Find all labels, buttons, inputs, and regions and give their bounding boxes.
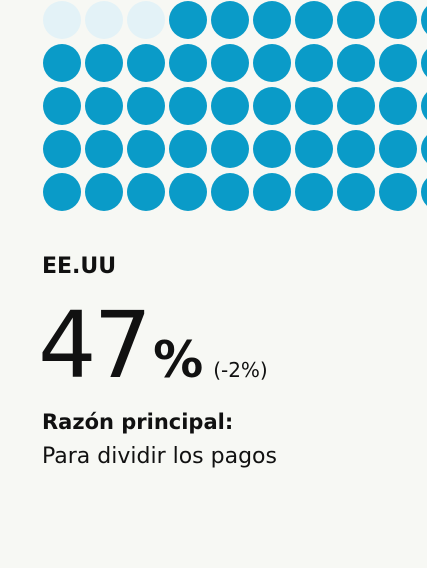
filled-dot — [211, 1, 249, 39]
filled-dot — [337, 1, 375, 39]
filled-dot — [85, 173, 123, 211]
filled-dot — [253, 173, 291, 211]
filled-dot — [127, 87, 165, 125]
filled-dot — [211, 130, 249, 168]
filled-dot — [169, 87, 207, 125]
change: (-2%) — [213, 358, 268, 382]
filled-dot — [421, 49, 427, 77]
reason: Para dividir los pagos — [42, 444, 277, 469]
filled-dot — [253, 44, 291, 82]
filled-dot — [295, 44, 333, 82]
filled-dot — [85, 87, 123, 125]
filled-dot — [85, 44, 123, 82]
filled-dot — [337, 173, 375, 211]
filled-dot — [253, 130, 291, 168]
headline: 47% (-2%) — [38, 300, 268, 392]
filled-dot — [85, 130, 123, 168]
filled-dot — [169, 44, 207, 82]
filled-dot — [295, 173, 333, 211]
filled-dot — [253, 87, 291, 125]
filled-dot — [127, 173, 165, 211]
filled-dot — [253, 1, 291, 39]
filled-dot — [379, 87, 417, 125]
filled-dot — [295, 130, 333, 168]
filled-dot — [43, 130, 81, 168]
filled-dot — [421, 178, 427, 206]
filled-dot — [379, 130, 417, 168]
filled-dot — [379, 1, 417, 39]
filled-dot — [337, 87, 375, 125]
filled-dot — [379, 173, 417, 211]
filled-dot — [211, 44, 249, 82]
unit: % — [153, 331, 204, 389]
filled-dot — [337, 130, 375, 168]
filled-dot — [169, 130, 207, 168]
filled-dot — [295, 1, 333, 39]
filled-dot — [43, 87, 81, 125]
filled-dot — [421, 135, 427, 163]
filled-dot — [295, 87, 333, 125]
region: EE.UU — [42, 254, 117, 279]
empty-dot — [43, 1, 81, 39]
filled-dot — [379, 44, 417, 82]
filled-dot — [43, 44, 81, 82]
value: 47 — [38, 292, 152, 399]
filled-dot — [169, 1, 207, 39]
filled-dot — [421, 6, 427, 34]
filled-dot — [127, 44, 165, 82]
filled-dot — [169, 173, 207, 211]
filled-dot — [211, 87, 249, 125]
filled-dot — [43, 173, 81, 211]
empty-dot — [85, 1, 123, 39]
filled-dot — [211, 173, 249, 211]
dot-grid — [43, 1, 427, 211]
filled-dot — [337, 44, 375, 82]
reason-label: Razón principal: — [42, 410, 234, 434]
empty-dot — [127, 1, 165, 39]
filled-dot — [421, 92, 427, 120]
filled-dot — [127, 130, 165, 168]
